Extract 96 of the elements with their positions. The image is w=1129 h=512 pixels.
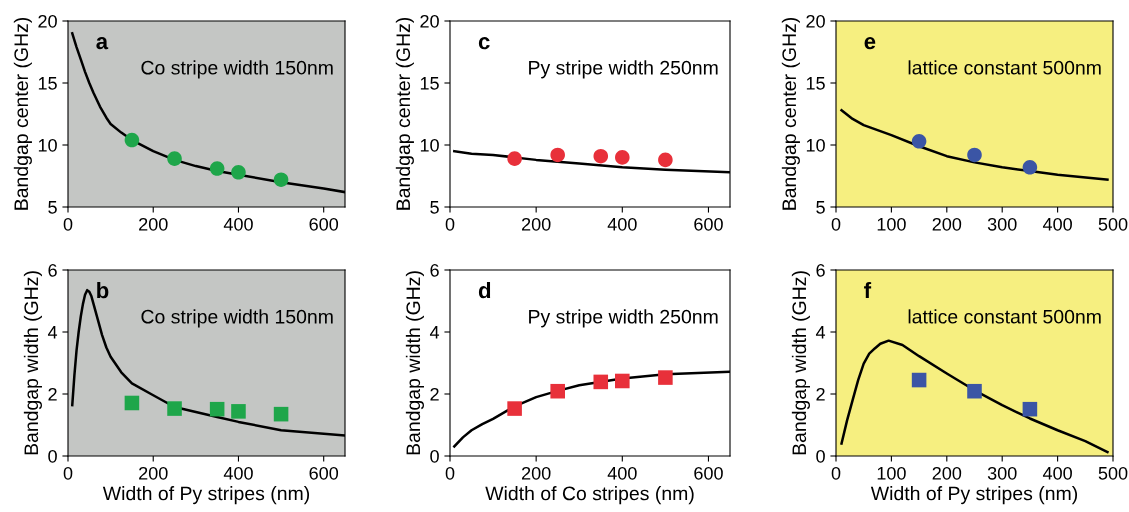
x-tick-label: 200 [139, 466, 168, 480]
x-tick-label: 500 [1098, 466, 1128, 480]
x-tick-label: 200 [139, 217, 168, 231]
annotation: Py stripe width 250nm [529, 309, 718, 328]
x-tick-label: 200 [522, 217, 551, 231]
x-tick-label: 400 [1042, 217, 1072, 231]
chart-title: a [96, 37, 109, 50]
x-tick-label: 600 [309, 217, 339, 231]
y-axis-title: Bandgap width (GHz) [405, 271, 424, 455]
y-axis-title: Bandgap center (GHz) [395, 17, 414, 210]
point [911, 372, 927, 388]
point [1022, 401, 1038, 417]
x-tick-label: 600 [694, 466, 723, 480]
y-tick-label: 6 [816, 263, 825, 277]
chart-title: c [478, 37, 490, 50]
x-tick-label: 0 [445, 217, 455, 231]
x-tick-label: 0 [831, 217, 841, 231]
x-tick-label: 400 [607, 466, 637, 480]
x-tick-label: 0 [63, 217, 73, 231]
point [507, 401, 522, 416]
x-tick-label: 400 [223, 217, 253, 231]
y-tick-label: 20 [420, 14, 439, 28]
x-tick-label: 200 [522, 466, 551, 480]
y-tick-label: 4 [429, 326, 440, 339]
x-tick-label: 100 [877, 466, 906, 480]
y-tick-label: 6 [430, 263, 439, 277]
point [967, 147, 982, 163]
y-tick-label: 5 [430, 201, 439, 214]
line-series [840, 109, 1109, 181]
y-tick-label: 15 [420, 77, 439, 90]
y-axis-title: Bandgap center (GHz) [781, 17, 800, 210]
x-tick-label: 400 [1042, 466, 1072, 480]
point [550, 383, 565, 399]
point [273, 406, 289, 422]
x-tick-label: 400 [223, 466, 253, 480]
y-tick-label: 20 [806, 14, 825, 28]
x-axis-title: Width of Co stripes (nm) [485, 486, 694, 505]
y-tick-label: 5 [816, 201, 825, 214]
x-tick-label: 300 [987, 466, 1017, 480]
x-tick-label: 0 [63, 466, 73, 480]
x-axis-title: Width of Py stripes (nm) [102, 486, 310, 505]
x-tick-label: 500 [1098, 217, 1128, 231]
annotation: Co stripe width 150nm [141, 60, 333, 79]
y-tick-label: 0 [430, 449, 439, 463]
x-tick-label: 600 [694, 217, 723, 231]
chart-title: e [864, 37, 876, 50]
point [124, 132, 140, 148]
y-tick-label: 20 [38, 14, 57, 28]
point [124, 395, 140, 411]
y-tick-label: 2 [816, 387, 825, 401]
y-tick-label: 5 [48, 201, 57, 214]
y-tick-label: 10 [806, 138, 825, 152]
y-tick-label: 2 [48, 387, 57, 401]
line-series [840, 339, 1109, 454]
point [167, 401, 182, 416]
x-tick-label: 400 [607, 217, 637, 231]
point [231, 165, 246, 180]
x-tick-label: 100 [877, 217, 906, 231]
x-axis-title: Width of Py stripes (nm) [870, 486, 1078, 505]
annotation: lattice constant 500nm [908, 60, 1101, 75]
x-tick-label: 200 [932, 466, 962, 480]
y-tick-label: 0 [816, 449, 825, 463]
y-axis-title: Bandgap width (GHz) [23, 271, 42, 455]
point [231, 404, 246, 419]
y-tick-label: 15 [38, 77, 57, 90]
annotation: Co stripe width 150nm [141, 309, 333, 328]
y-tick-label: 0 [48, 449, 57, 463]
annotation: Py stripe width 250nm [529, 60, 718, 79]
point [273, 172, 289, 187]
y-tick-label: 2 [430, 387, 439, 401]
x-tick-label: 600 [309, 466, 339, 480]
x-tick-label: 0 [445, 466, 455, 480]
point [209, 401, 225, 417]
point [967, 383, 982, 399]
point [1022, 160, 1038, 175]
y-tick-label: 15 [806, 77, 825, 90]
point [209, 161, 225, 176]
chart-title: f [864, 281, 872, 299]
annotation: lattice constant 500nm [908, 309, 1101, 324]
y-tick-label: 4 [815, 326, 826, 339]
point [167, 151, 182, 166]
x-tick-label: 300 [987, 217, 1017, 231]
point [593, 374, 609, 390]
y-tick-label: 6 [48, 263, 57, 277]
y-tick-label: 4 [47, 326, 58, 339]
point [911, 134, 927, 149]
y-tick-label: 10 [420, 138, 439, 152]
chart-title: d [478, 281, 491, 299]
y-axis-title: Bandgap center (GHz) [13, 17, 32, 210]
y-axis-title: Bandgap width (GHz) [791, 271, 810, 455]
point [658, 370, 673, 385]
point [615, 373, 630, 389]
x-tick-label: 0 [831, 466, 841, 480]
y-tick-label: 10 [38, 138, 57, 152]
chart-title: b [97, 281, 109, 299]
x-tick-label: 200 [932, 217, 962, 231]
